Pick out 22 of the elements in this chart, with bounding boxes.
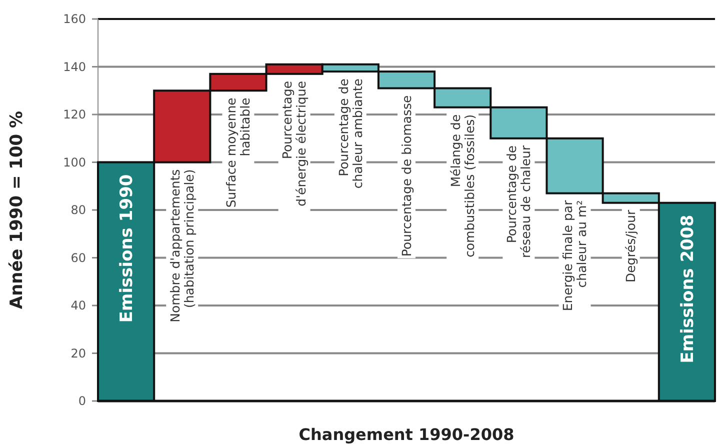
x-tick-label: Pourcentage de chaleur ambiante bbox=[336, 78, 365, 189]
x-tick-label: Energie finale par chaleur au m² bbox=[560, 199, 590, 312]
x-tick-label: Surface moyenne habitable bbox=[224, 97, 253, 208]
y-tick-label: 0 bbox=[78, 394, 86, 408]
x-tick-label: Pourcentage de réseau de chaleur bbox=[504, 144, 534, 258]
y-tick-label: 20 bbox=[70, 346, 86, 360]
y-tick-label: 60 bbox=[70, 250, 86, 265]
y-tick-label: 120 bbox=[63, 108, 86, 122]
y-axis-title: Année 1990 = 100 % bbox=[7, 110, 27, 310]
x-tick-label: Nombre d'appartements (habitation principale) bbox=[168, 169, 197, 322]
x-tick-label: Degrés/jour bbox=[623, 208, 638, 283]
x-tick-label: Pourcentage d'énergie électrique bbox=[280, 80, 309, 206]
x-tick-label: Pourcentage de biomasse bbox=[398, 94, 414, 257]
y-tick-label: 160 bbox=[63, 12, 86, 26]
y-tick-label: 140 bbox=[63, 60, 86, 74]
x-axis-title: Changement 1990-2008 bbox=[298, 425, 514, 444]
x-tick-label: Emissions 1990 bbox=[116, 174, 137, 323]
x-tick-label: Mélange de combustibles (fossiles) bbox=[448, 114, 477, 258]
y-tick-label: 40 bbox=[70, 298, 86, 313]
y-tick-label: 100 bbox=[63, 155, 86, 170]
x-tick-label: Emissions 2008 bbox=[678, 214, 698, 364]
y-tick-label: 80 bbox=[70, 203, 86, 218]
